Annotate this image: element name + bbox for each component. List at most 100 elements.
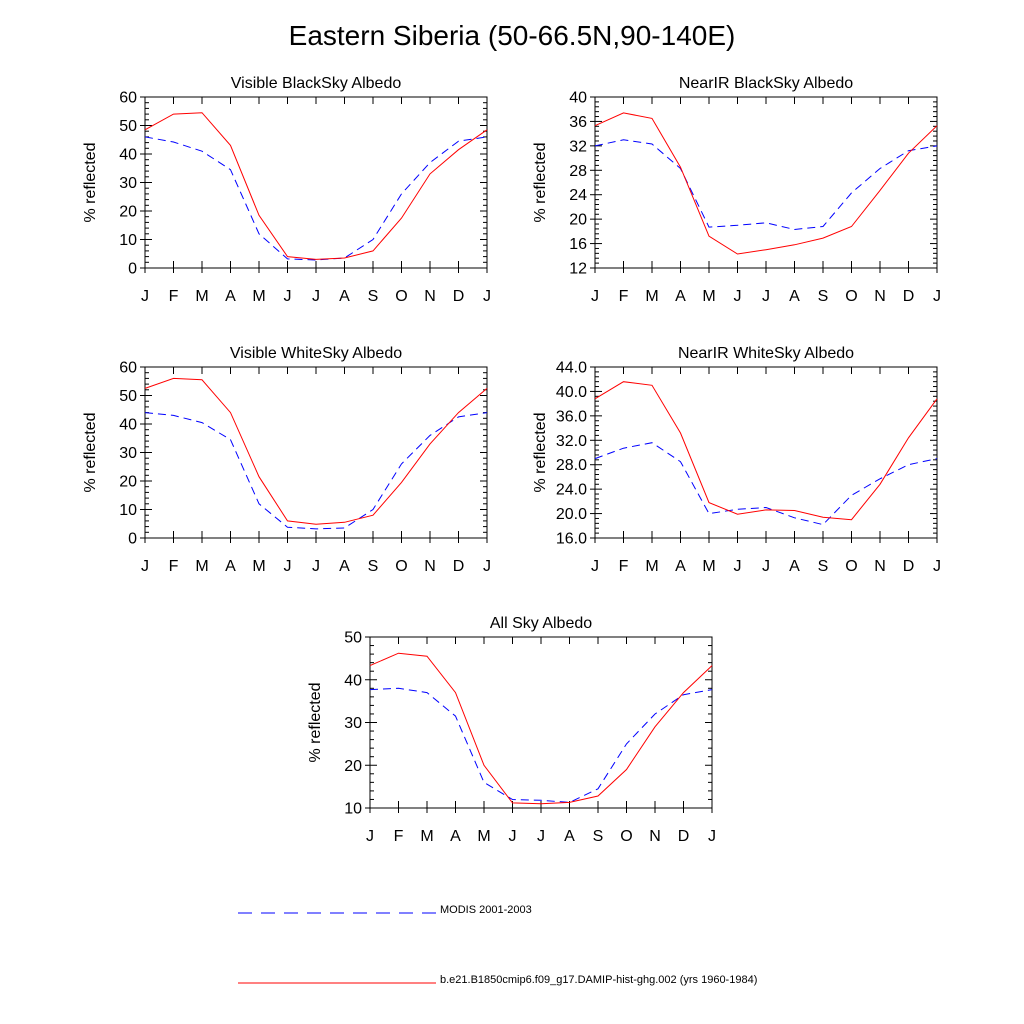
y-tick-label: 60 (119, 360, 137, 377)
legend-line-solid (238, 982, 436, 984)
x-tick-label: S (818, 288, 829, 305)
x-tick-label: S (593, 828, 604, 845)
panel-frame (369, 636, 713, 809)
y-tick-label: 10 (344, 801, 362, 818)
x-tick-label: N (874, 288, 886, 305)
x-tick-label: A (789, 288, 800, 305)
y-tick-label: 20.0 (556, 506, 587, 523)
x-tick-label: O (395, 288, 407, 305)
x-tick-label: F (619, 288, 629, 305)
x-tick-label: A (789, 558, 800, 575)
y-tick-label: 10 (119, 232, 137, 249)
x-tick-label: M (477, 828, 490, 845)
x-tick-label: D (453, 558, 465, 575)
x-tick-label: J (933, 288, 941, 305)
panel-1: Visible BlackSky Albedo % reflected 0 10 20 3… (82, 75, 491, 305)
legend-label-modis: MODIS 2001-2003 (440, 904, 532, 916)
y-tick-label: 40 (344, 672, 362, 689)
x-tick-label: J (312, 288, 320, 305)
x-tick-label: M (645, 288, 658, 305)
x-tick-label: J (762, 558, 770, 575)
y-tick-label: 30 (119, 175, 137, 192)
y-tick-label: 40 (119, 147, 137, 164)
y-tick-label: 44.0 (556, 360, 587, 377)
x-tick-label: M (702, 558, 715, 575)
y-tick-label: 28.0 (556, 457, 587, 474)
figure-title: Eastern Siberia (50-66.5N,90-140E) (288, 20, 736, 51)
x-tick-label: J (591, 288, 599, 305)
x-tick-label: N (424, 558, 436, 575)
x-tick-label: J (734, 558, 742, 575)
series-line-model (594, 381, 938, 521)
y-tick-label: 36 (569, 114, 587, 131)
series-line-modis (369, 687, 713, 803)
x-tick-label: J (141, 288, 149, 305)
panel-title: All Sky Albedo (490, 615, 592, 632)
x-tick-label: N (649, 828, 661, 845)
y-axis-label: % reflected (82, 142, 99, 222)
y-tick-label: 10 (119, 502, 137, 519)
y-tick-label: 36.0 (556, 408, 587, 425)
series-line-modis (594, 139, 938, 231)
x-tick-label: J (284, 558, 292, 575)
panel-frame (144, 366, 488, 539)
x-tick-label: J (483, 288, 491, 305)
x-tick-label: M (252, 558, 265, 575)
y-tick-label: 40 (569, 90, 587, 107)
x-tick-label: M (195, 558, 208, 575)
x-tick-label: J (483, 558, 491, 575)
x-tick-label: A (339, 558, 350, 575)
y-axis-label: % reflected (82, 412, 99, 492)
legend-label-model: b.e21.B1850cmip6.f09_g17.DAMIP-hist-ghg.… (440, 974, 758, 986)
x-tick-label: J (509, 828, 517, 845)
x-tick-label: M (420, 828, 433, 845)
y-tick-label: 12 (569, 261, 587, 278)
y-tick-label: 0 (128, 261, 137, 278)
panel-title: Visible BlackSky Albedo (231, 75, 402, 92)
y-tick-label: 20 (119, 204, 137, 221)
y-tick-label: 50 (119, 118, 137, 135)
x-tick-label: J (933, 558, 941, 575)
x-tick-label: N (424, 288, 436, 305)
x-tick-label: D (453, 288, 465, 305)
x-tick-label: D (903, 288, 915, 305)
panel-2: NearIR BlackSky Albedo % reflected 12 16 20 2… (532, 75, 941, 305)
x-tick-label: M (645, 558, 658, 575)
y-tick-label: 40 (119, 417, 137, 434)
x-tick-label: S (368, 288, 379, 305)
y-tick-label: 30 (119, 445, 137, 462)
x-tick-label: D (678, 828, 690, 845)
panel-title: Visible WhiteSky Albedo (230, 345, 402, 362)
x-tick-label: J (366, 828, 374, 845)
x-tick-label: J (312, 558, 320, 575)
x-tick-label: S (818, 558, 829, 575)
x-tick-label: J (591, 558, 599, 575)
panel-4: NearIR WhiteSky Albedo % reflected 16.0 20.… (532, 345, 941, 575)
y-tick-label: 20 (569, 212, 587, 229)
y-tick-label: 0 (128, 531, 137, 548)
series-line-model (369, 652, 713, 805)
series-line-model (144, 377, 488, 525)
x-tick-label: J (141, 558, 149, 575)
y-tick-label: 32 (569, 138, 587, 155)
x-tick-label: A (225, 288, 236, 305)
series-line-modis (144, 412, 488, 530)
x-tick-label: M (195, 288, 208, 305)
y-axis-label: % reflected (307, 682, 324, 762)
panel-title: NearIR WhiteSky Albedo (678, 345, 854, 362)
x-tick-label: O (620, 828, 632, 845)
y-tick-label: 60 (119, 90, 137, 107)
x-tick-label: J (537, 828, 545, 845)
x-tick-label: A (225, 558, 236, 575)
x-tick-label: A (564, 828, 575, 845)
x-tick-label: D (903, 558, 915, 575)
y-tick-label: 20 (119, 474, 137, 491)
x-tick-label: A (675, 558, 686, 575)
y-axis-label: % reflected (532, 142, 549, 222)
x-tick-label: N (874, 558, 886, 575)
x-tick-label: O (395, 558, 407, 575)
x-tick-label: J (284, 288, 292, 305)
y-tick-label: 16 (569, 236, 587, 253)
x-tick-label: J (708, 828, 716, 845)
